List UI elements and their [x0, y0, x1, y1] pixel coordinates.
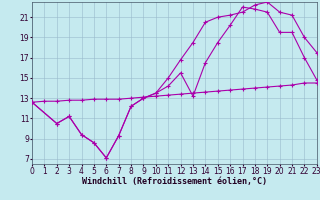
X-axis label: Windchill (Refroidissement éolien,°C): Windchill (Refroidissement éolien,°C) — [82, 177, 267, 186]
